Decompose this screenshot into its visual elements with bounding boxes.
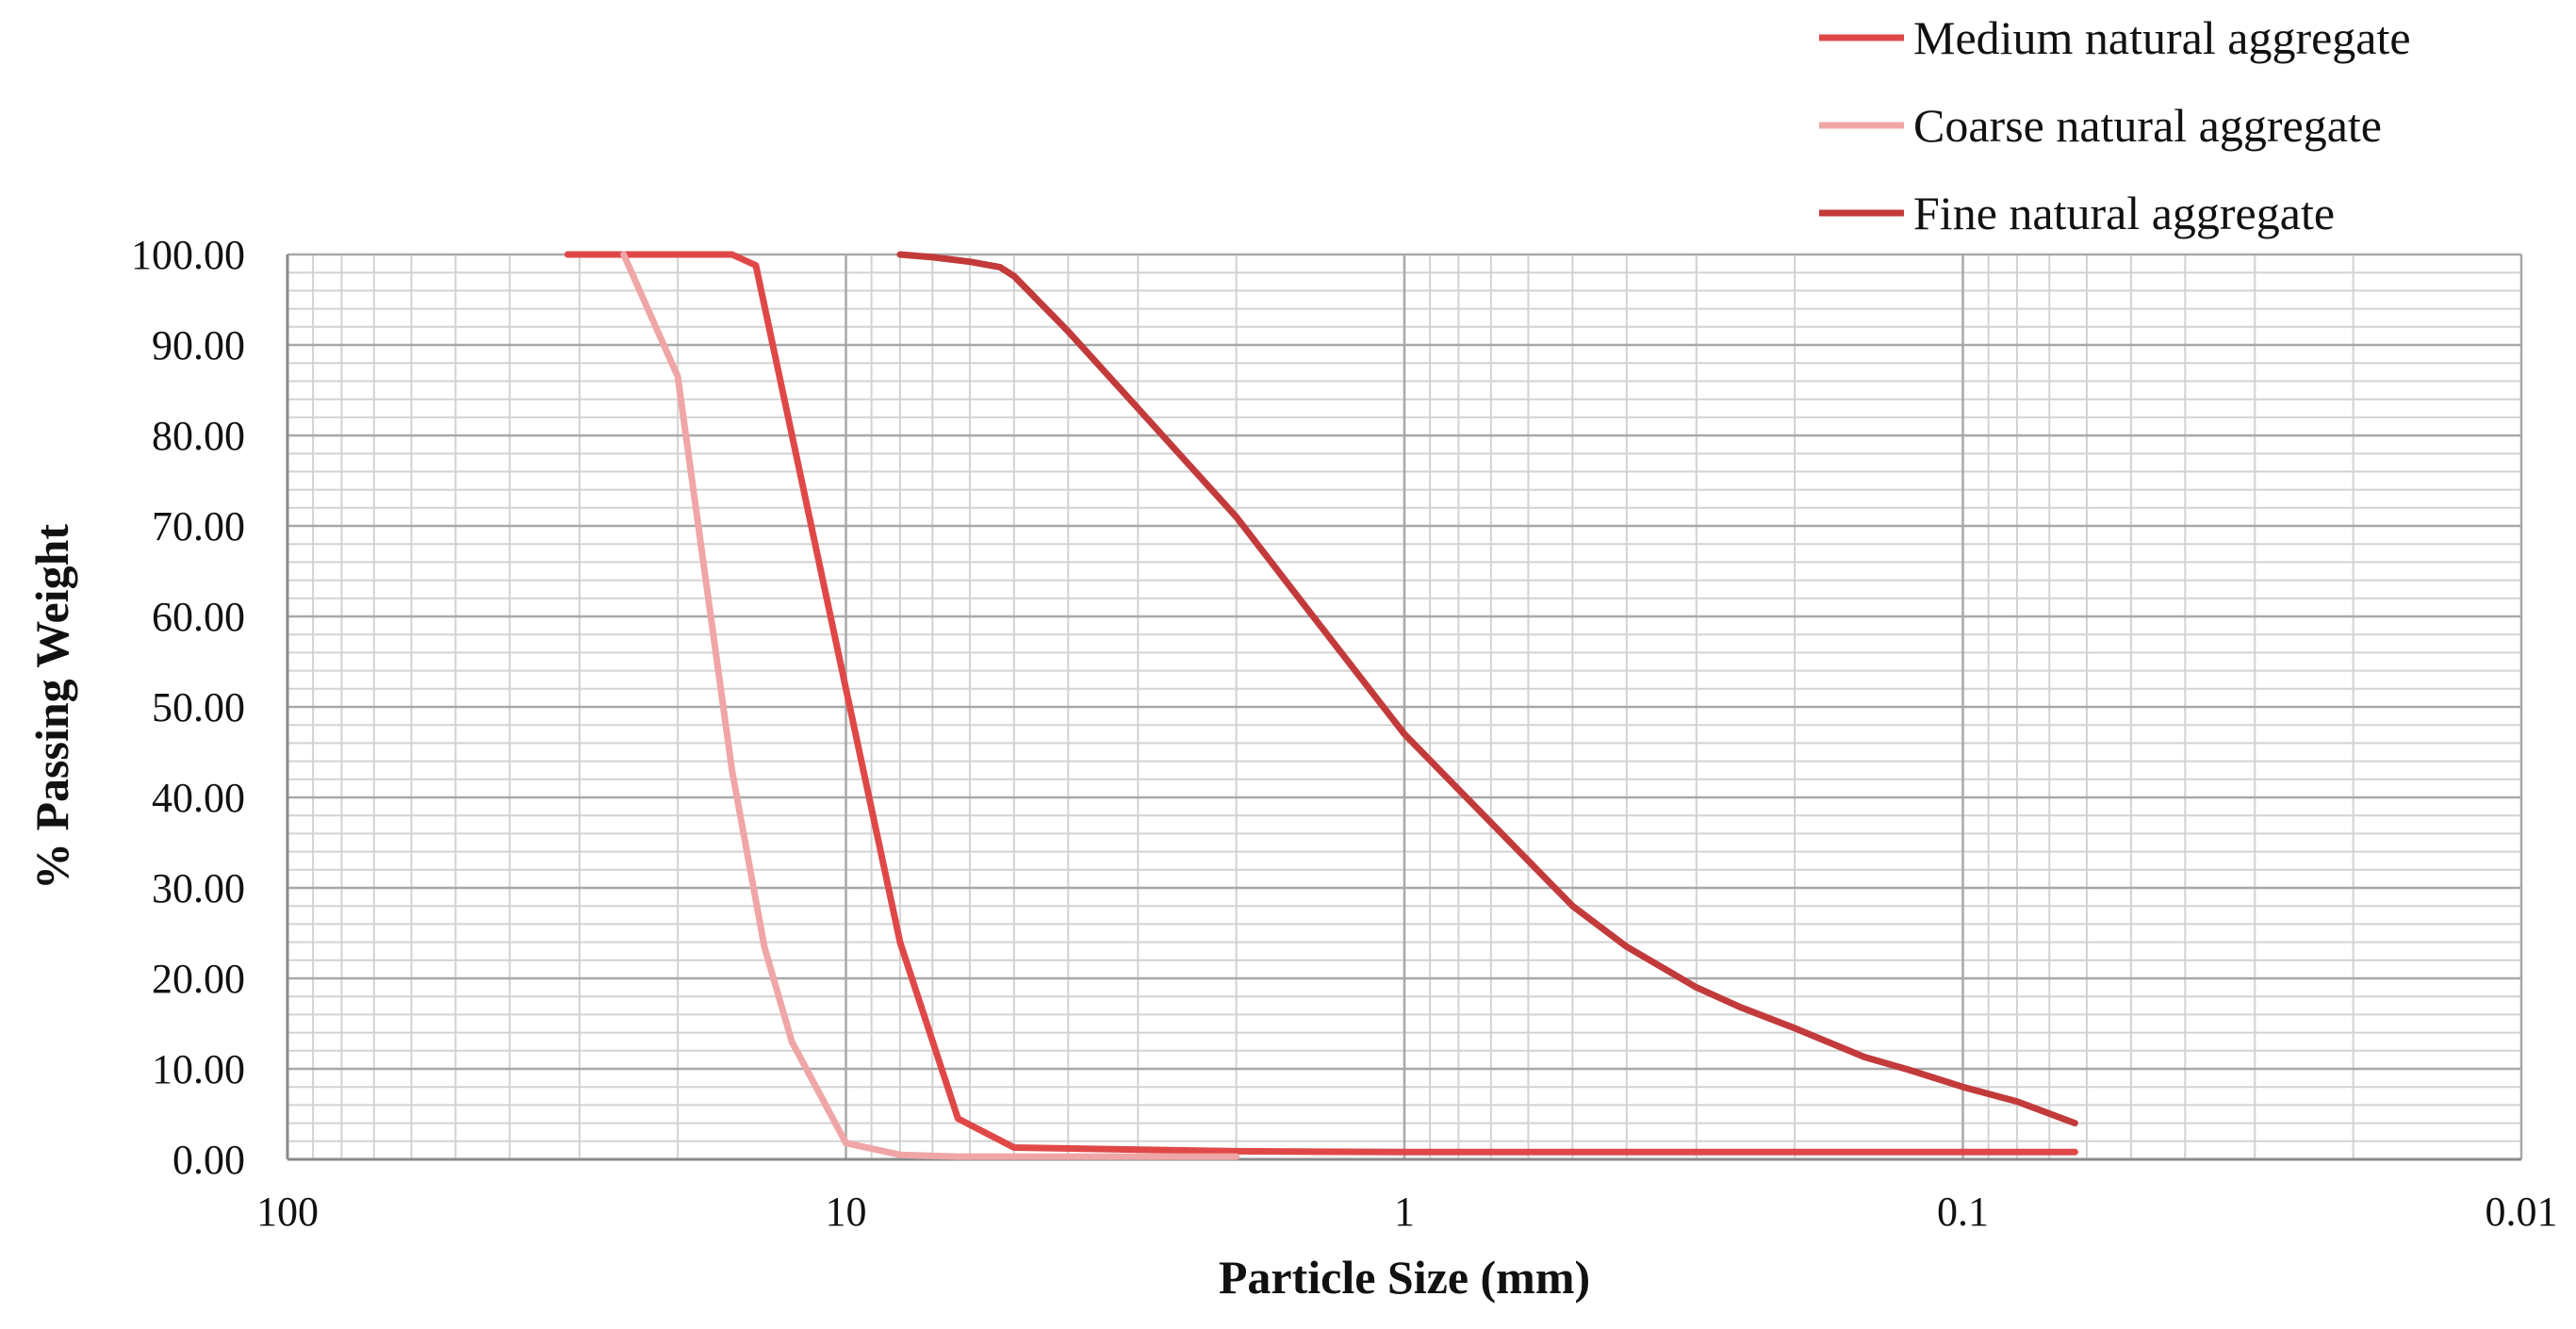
legend: Medium natural aggregate Coarse natural a… <box>1819 11 2411 239</box>
legend-label: Fine natural aggregate <box>1913 187 2335 239</box>
x-axis-title: Particle Size (mm) <box>1219 1251 1590 1304</box>
y-tick-label: 40.00 <box>152 775 245 821</box>
legend-item: Fine natural aggregate <box>1819 187 2335 239</box>
y-axis-title: % Passing Weight <box>25 524 78 890</box>
y-tick-label: 30.00 <box>152 865 245 911</box>
major-gridlines <box>286 253 2523 1161</box>
y-tick-label: 10.00 <box>152 1046 245 1092</box>
y-tick-label: 0.00 <box>172 1137 245 1183</box>
y-tick-label: 80.00 <box>152 413 245 459</box>
y-tick-label: 60.00 <box>152 594 245 640</box>
y-tick-label: 20.00 <box>152 956 245 1002</box>
legend-label: Medium natural aggregate <box>1913 11 2411 64</box>
series-line-coarse-natural-aggregate <box>620 251 1240 1160</box>
y-tick-label: 50.00 <box>152 684 245 730</box>
plot-frame <box>286 254 2521 1161</box>
x-tick-label: 0.01 <box>2486 1189 2558 1235</box>
y-tick-labels: 100.00 90.00 80.00 70.00 60.00 50.00 40.00 30.0… <box>131 232 245 1183</box>
y-tick-label: 70.00 <box>152 503 245 550</box>
y-tick-label: 90.00 <box>152 322 245 369</box>
series-line-medium-natural-aggregate <box>564 251 2078 1156</box>
x-tick-label: 100 <box>256 1189 319 1235</box>
x-tick-label: 0.1 <box>1937 1189 1989 1235</box>
x-tick-label: 10 <box>826 1189 867 1235</box>
legend-label: Coarse natural aggregate <box>1913 99 2382 152</box>
legend-item: Medium natural aggregate <box>1819 11 2411 64</box>
y-tick-label: 100.00 <box>131 232 245 278</box>
x-tick-labels: 100 10 1 0.1 0.01 <box>256 1189 2558 1235</box>
series-line-fine-natural-aggregate <box>896 251 2078 1127</box>
x-tick-label: 1 <box>1394 1189 1415 1235</box>
legend-item: Coarse natural aggregate <box>1819 99 2382 152</box>
series-layer <box>564 251 2078 1160</box>
